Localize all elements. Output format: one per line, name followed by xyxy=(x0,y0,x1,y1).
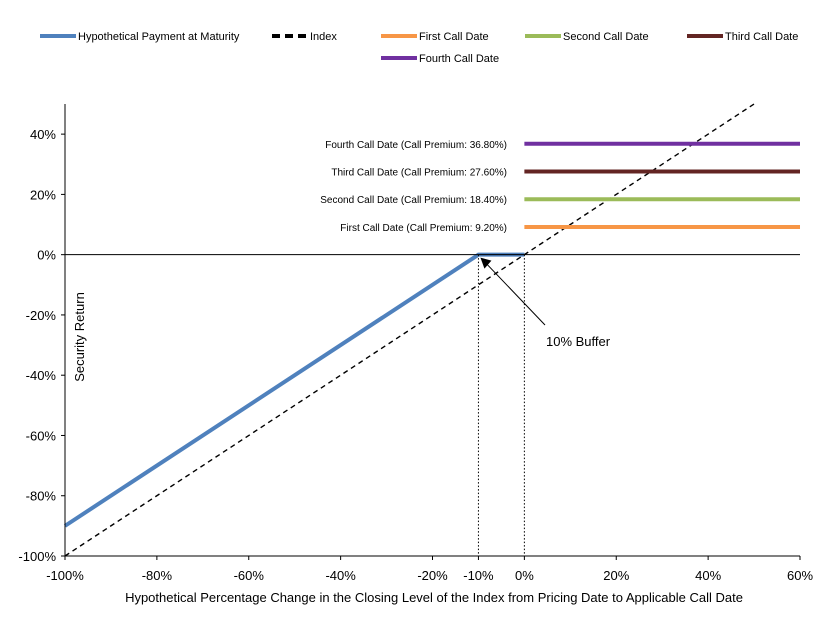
x-tick-label: -40% xyxy=(325,568,356,583)
y-tick-label: -20% xyxy=(26,308,57,323)
y-tick-label: -100% xyxy=(18,549,56,564)
legend-label: Third Call Date xyxy=(725,31,798,43)
series-line-index xyxy=(64,103,755,557)
y-tick-label: -80% xyxy=(26,489,57,504)
x-tick-label: 60% xyxy=(787,568,813,583)
y-tick-label: 20% xyxy=(30,187,56,202)
legend-label: First Call Date xyxy=(419,31,489,43)
annotation-second-call: Second Call Date (Call Premium: 18.40%) xyxy=(320,195,507,206)
legend-label: Fourth Call Date xyxy=(419,53,499,65)
x-tick-label: 0% xyxy=(515,568,534,583)
annotation-layer: Fourth Call Date (Call Premium: 36.80%) T… xyxy=(320,140,611,556)
annotation-third-call: Third Call Date (Call Premium: 27.60%) xyxy=(331,167,507,178)
x-tick-label: -60% xyxy=(234,568,265,583)
buffer-label: 10% Buffer xyxy=(546,334,611,349)
buffer-arrow-line xyxy=(486,263,546,326)
x-tick-label: -10% xyxy=(463,568,494,583)
x-tick-label: -80% xyxy=(142,568,173,583)
series-line-hypothetical-payment-at-maturity xyxy=(63,252,525,528)
legend: Hypothetical Payment at Maturity Index Fir… xyxy=(40,31,798,65)
x-tick-label: -100% xyxy=(46,568,84,583)
x-tick-label: 40% xyxy=(695,568,721,583)
y-tick-label: 40% xyxy=(30,127,56,142)
legend-label: Index xyxy=(310,31,337,43)
annotation-fourth-call: Fourth Call Date (Call Premium: 36.80%) xyxy=(325,140,507,151)
x-axis-title: Hypothetical Percentage Change in the Cl… xyxy=(125,590,743,605)
legend-label: Hypothetical Payment at Maturity xyxy=(78,31,240,43)
x-tick-label: 20% xyxy=(603,568,629,583)
y-axis-title: Security Return xyxy=(72,292,87,382)
y-tick-label: 0% xyxy=(37,248,56,263)
buffer-arrow-head xyxy=(480,257,492,269)
x-tick-label: -20% xyxy=(417,568,448,583)
y-tick-label: -60% xyxy=(26,428,57,443)
annotation-first-call: First Call Date (Call Premium: 9.20%) xyxy=(340,223,507,234)
axes: -100% -80% -60% -40% -20% 0% 20% 40% -100% -80% -6… xyxy=(18,104,813,583)
y-tick-label: -40% xyxy=(26,368,57,383)
legend-label: Second Call Date xyxy=(563,31,649,43)
